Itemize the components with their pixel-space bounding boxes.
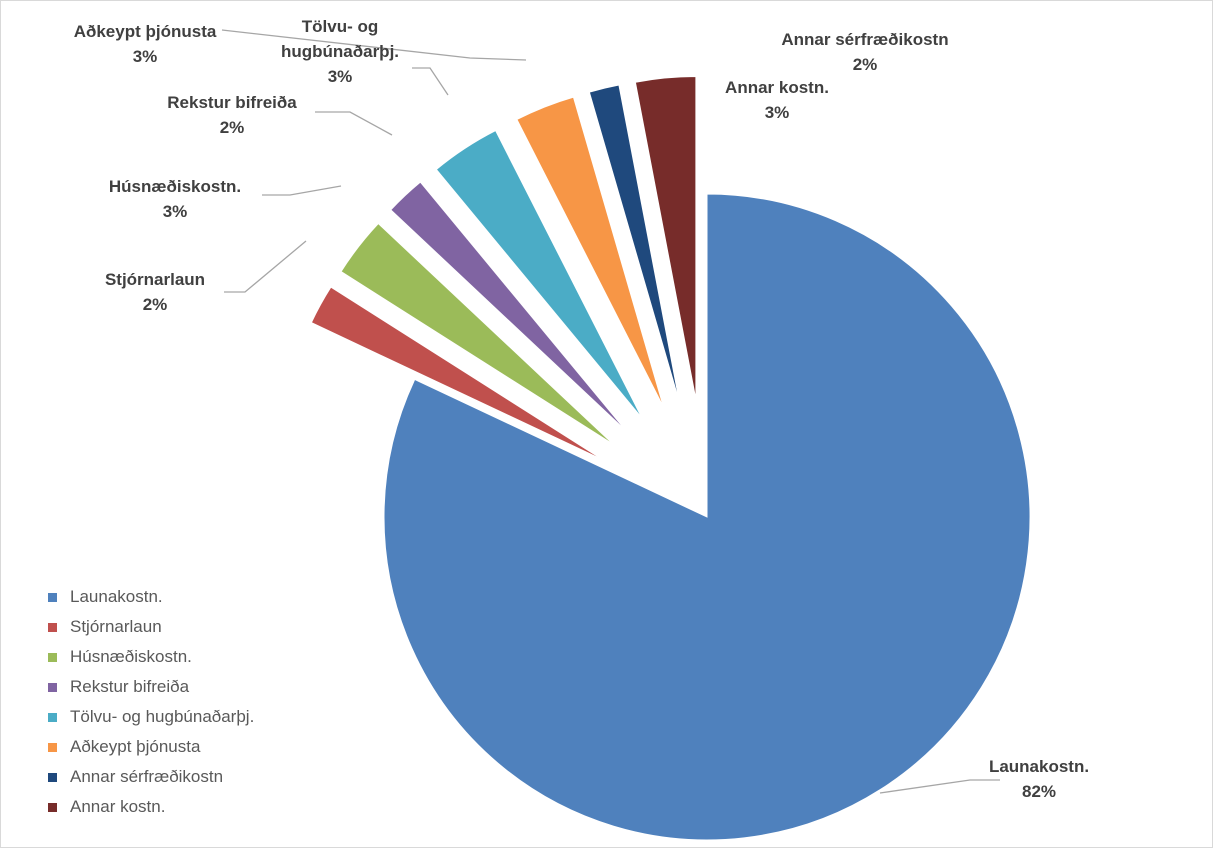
data-label-line: 3% <box>765 103 790 122</box>
leader-line <box>879 779 1000 794</box>
pie-slice <box>390 181 627 432</box>
pie-slice <box>516 96 665 408</box>
data-label-line: 2% <box>143 295 168 314</box>
legend-swatch <box>48 592 57 602</box>
pie-slices <box>310 76 1031 841</box>
leader-line <box>221 29 527 61</box>
data-label-line: 3% <box>328 67 353 86</box>
legend-label: Stjórnarlaun <box>70 617 162 636</box>
pie-slice <box>634 76 697 400</box>
data-label: Húsnæðiskostn. 3% <box>109 177 241 221</box>
legend-swatch <box>48 712 57 722</box>
data-label: Stjórnarlaun 2% <box>105 270 205 314</box>
data-label: Tölvu- og hugbúnaðarþj. 3% <box>281 17 399 86</box>
legend-item: Tölvu- og hugbúnaðarþj. <box>48 702 254 732</box>
leader-line <box>262 185 342 196</box>
legend-label: Annar kostn. <box>70 797 166 816</box>
legend-swatch <box>48 682 57 692</box>
legend-swatch <box>48 622 57 632</box>
data-label: Annar sérfræðikostn 2% <box>781 30 948 74</box>
legend-swatch <box>48 652 57 662</box>
pie-slice <box>588 84 680 403</box>
legend-item: Aðkeypt þjónusta <box>48 732 254 762</box>
legend-item: Rekstur bifreiða <box>48 672 254 702</box>
legend-item: Annar kostn. <box>48 792 254 822</box>
data-label: Annar kostn. 3% <box>725 78 829 122</box>
legend-label: Annar sérfræðikostn <box>70 767 224 786</box>
data-label: Launakostn. 82% <box>989 757 1089 801</box>
data-label-line: Húsnæðiskostn. <box>109 177 241 196</box>
legend-label: Aðkeypt þjónusta <box>70 737 201 756</box>
data-label: Rekstur bifreiða 2% <box>167 93 297 137</box>
legend-item: Launakostn. <box>48 582 254 612</box>
legend: Launakostn. Stjórnarlaun Húsnæðiskostn. Rek… <box>48 582 254 822</box>
data-label-line: 2% <box>220 118 245 137</box>
data-label-line: 3% <box>163 202 188 221</box>
legend-swatch <box>48 772 57 782</box>
pie-slice <box>340 222 615 446</box>
pie-slice <box>435 129 643 419</box>
legend-item: Húsnæðiskostn. <box>48 642 254 672</box>
data-label-line: Tölvu- og <box>302 17 378 36</box>
legend-label: Tölvu- og hugbúnaðarþj. <box>70 707 255 726</box>
data-label-line: Aðkeypt þjónusta <box>74 22 217 41</box>
pie-slice <box>310 286 604 461</box>
legend-label: Húsnæðiskostn. <box>70 647 192 666</box>
data-label-line: Rekstur bifreiða <box>167 93 297 112</box>
data-label-line: Annar sérfræðikostn <box>781 30 948 49</box>
legend-item: Stjórnarlaun <box>48 612 254 642</box>
leader-line <box>315 111 393 136</box>
legend-label: Launakostn. <box>70 587 163 606</box>
leader-lines <box>221 29 1000 794</box>
legend-swatch <box>48 802 57 812</box>
data-labels: Launakostn. 82% Stjórnarlaun 2% Húsnæðiskost… <box>74 17 1089 801</box>
data-label-line: 82% <box>1022 782 1056 801</box>
data-label-line: hugbúnaðarþj. <box>281 42 399 61</box>
legend-item: Annar sérfræðikostn <box>48 762 254 792</box>
data-label-line: Stjórnarlaun <box>105 270 205 289</box>
data-label: Aðkeypt þjónusta 3% <box>74 22 217 66</box>
data-label-line: 3% <box>133 47 158 66</box>
leader-line <box>412 67 449 96</box>
legend-swatch <box>48 742 57 752</box>
data-label-line: Launakostn. <box>989 757 1089 776</box>
data-label-line: Annar kostn. <box>725 78 829 97</box>
legend-label: Rekstur bifreiða <box>70 677 190 696</box>
leader-line <box>224 240 307 293</box>
pie-slice <box>383 193 1031 841</box>
data-label-line: 2% <box>853 55 878 74</box>
